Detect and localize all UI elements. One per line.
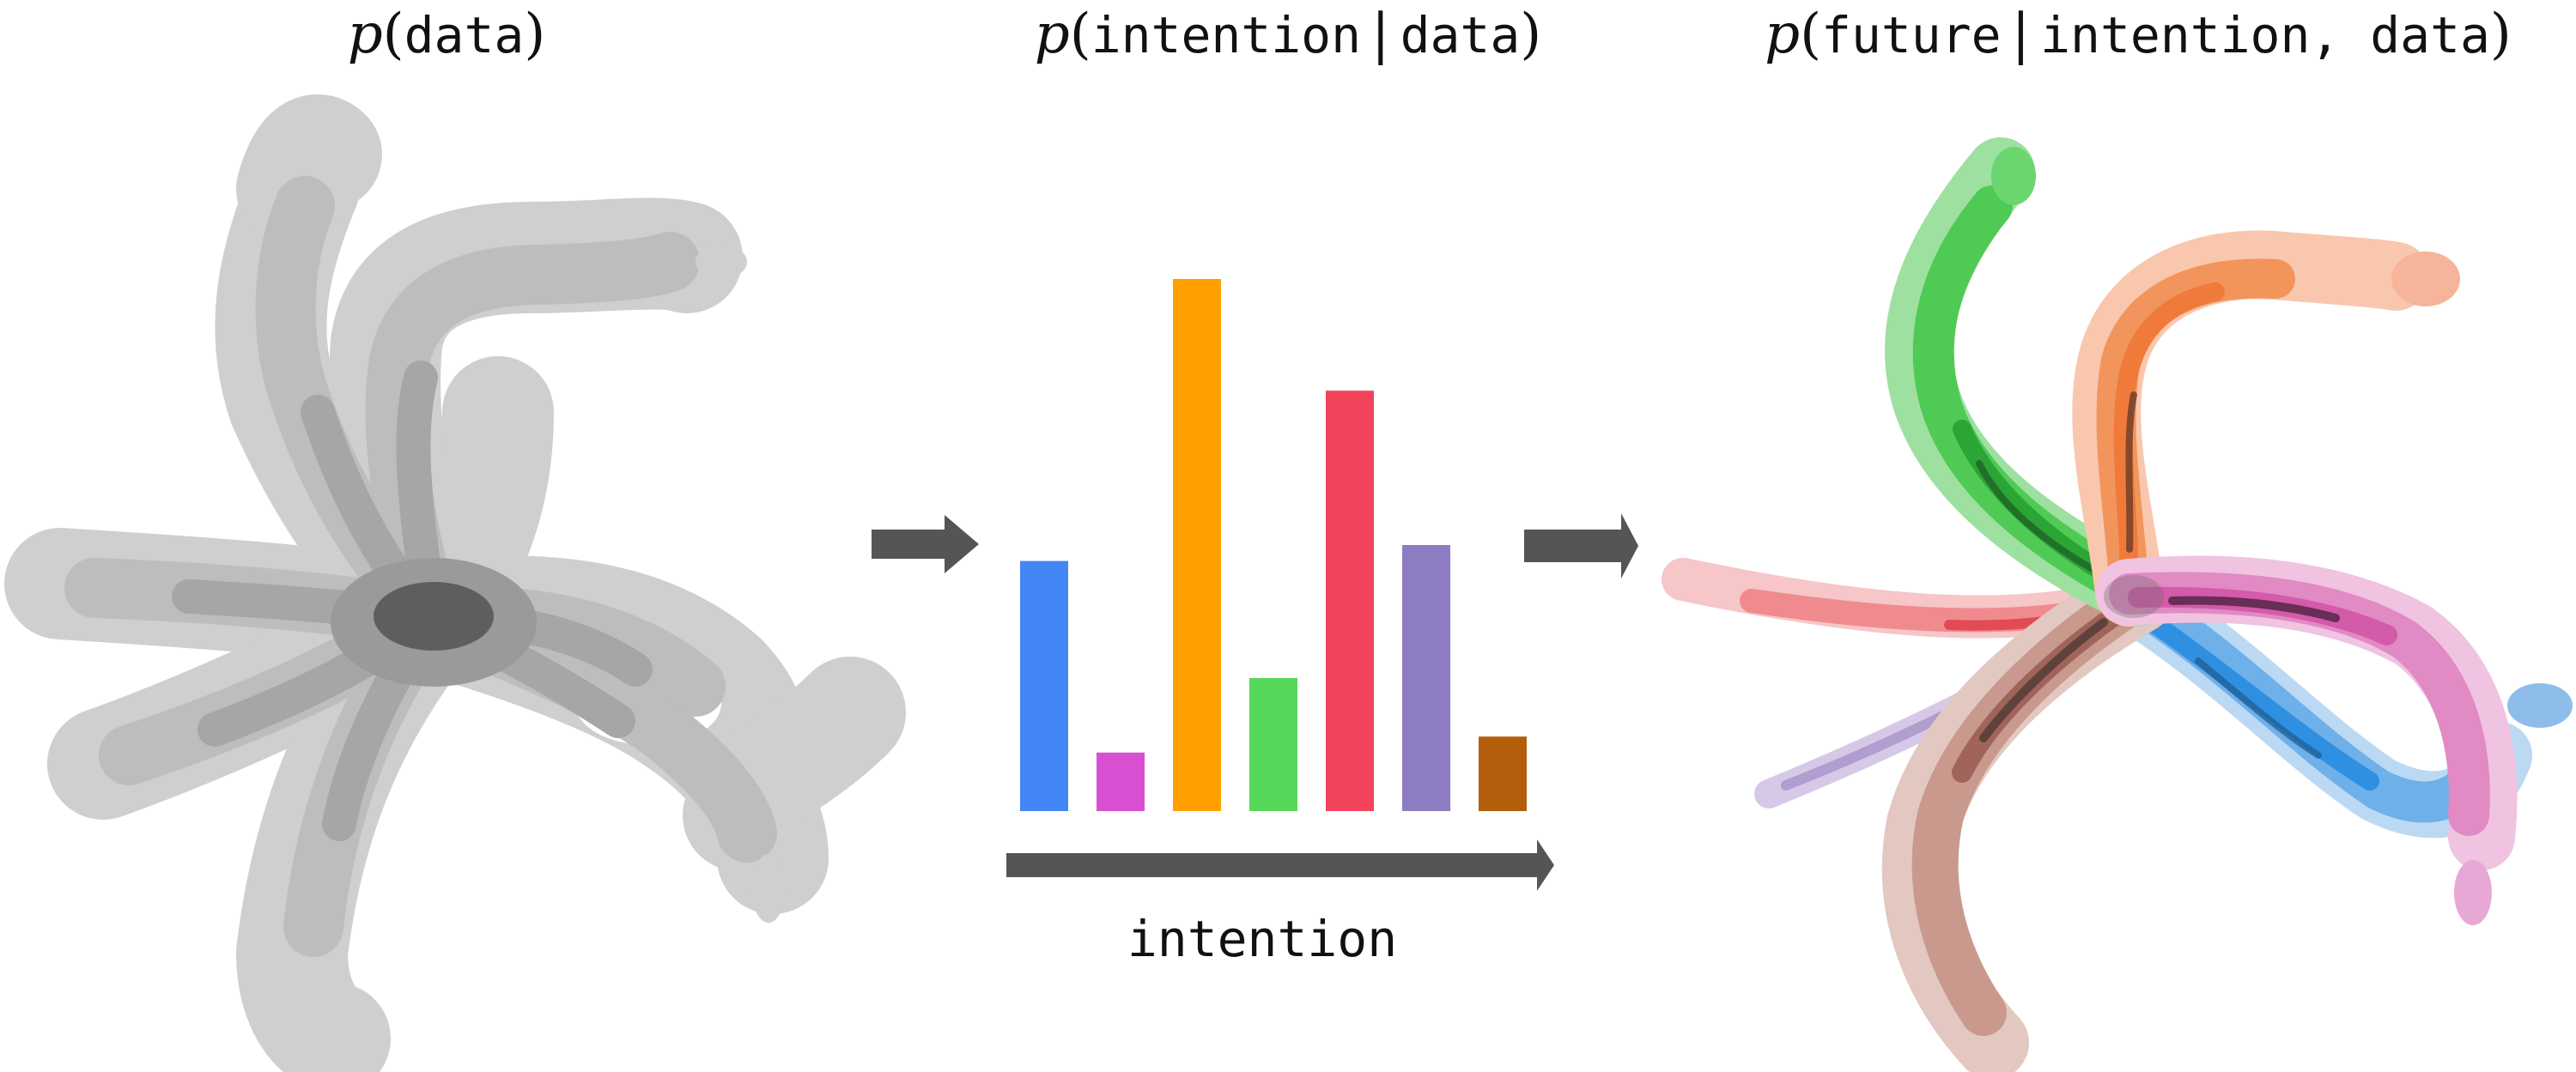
title-variable: data (404, 6, 525, 64)
title-condition: data (1400, 6, 1521, 64)
intention-bar (1326, 391, 1374, 811)
intention-axis-label: intention (1127, 910, 1398, 968)
title-open-paren: ( (1069, 3, 1091, 66)
arrow-head (1621, 513, 1638, 578)
intention-bar (1249, 678, 1297, 811)
future-trajectory-orange (2072, 230, 2460, 627)
title-variable: intention (1091, 6, 1361, 64)
title-p-symbol: p (1765, 3, 1801, 66)
title-close-paren: ) (524, 3, 546, 66)
axis-arrow-head (1537, 839, 1554, 891)
intention-bar-chart (1020, 279, 1527, 811)
title-p-data: p(data) (283, 0, 610, 76)
title-condition: intention, data (2040, 6, 2490, 64)
intention-bar (1020, 560, 1068, 811)
density-core (374, 582, 494, 651)
data-density-blob (4, 94, 906, 1072)
title-p-future-given-intention-data: p(future | intention, data) (1717, 0, 2559, 76)
axis-shaft (1006, 853, 1543, 877)
title-conditional-bar: | (2011, 3, 2031, 66)
title-close-paren: ) (2489, 3, 2512, 66)
title-close-paren: ) (1520, 3, 1542, 66)
intention-axis-arrow (1006, 839, 1554, 891)
blue-satellite-blob (2507, 683, 2573, 728)
future-trajectory-pink (2096, 555, 2518, 925)
title-p-symbol: p (347, 3, 383, 66)
title-conditional-bar: | (1371, 3, 1390, 66)
title-open-paren: ( (1800, 3, 1822, 66)
title-p-symbol: p (1034, 3, 1070, 66)
title-p-intention-given-data: p(intention | data) (936, 0, 1640, 76)
arrow-shaft (1524, 530, 1627, 562)
green-satellite-blob (1991, 147, 2036, 205)
intention-bar (1097, 752, 1145, 811)
title-open-paren: ( (382, 3, 404, 66)
density-satellite-blob (696, 245, 747, 279)
future-convergence-point (2104, 575, 2164, 618)
future-trajectory-brown (1881, 560, 2175, 1072)
future-trajectories (1662, 137, 2573, 1072)
intention-bar (1479, 736, 1527, 811)
title-variable: future (1821, 6, 2002, 64)
arrow-data-to-intention (872, 515, 979, 573)
intention-bar (1402, 545, 1450, 811)
pink-satellite-blob (2454, 860, 2492, 925)
intention-bar (1173, 279, 1221, 811)
density-satellite-blob (751, 854, 786, 923)
arrow-shaft (872, 530, 949, 559)
arrow-intention-to-future (1524, 513, 1638, 578)
arrow-head (945, 515, 979, 573)
orange-satellite-blob (2391, 251, 2460, 306)
